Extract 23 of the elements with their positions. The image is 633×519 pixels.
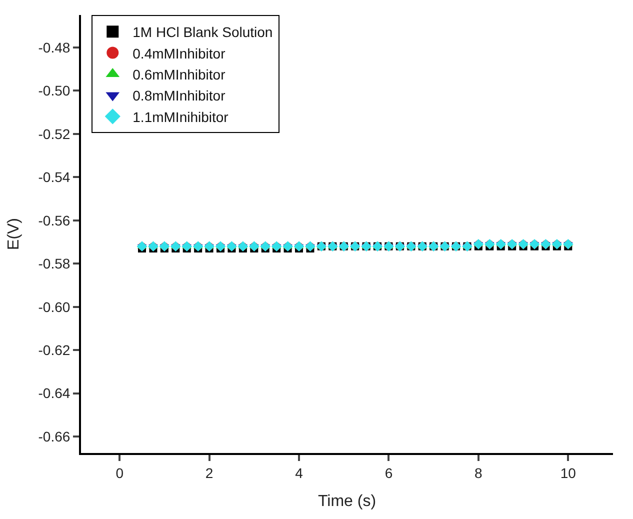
legend-label: 0.6mMInhibitor <box>132 66 226 82</box>
legend-label: 1M HCl Blank Solution <box>132 24 273 40</box>
x-axis-title: Time (s) <box>318 493 376 510</box>
x-tick-label: 2 <box>205 464 214 481</box>
x-tick-label: 10 <box>560 464 576 481</box>
x-tick-label: 8 <box>474 464 483 481</box>
x-tick-label: 0 <box>116 464 124 481</box>
y-tick-label: -0.52 <box>38 126 70 142</box>
y-tick-label: -0.66 <box>38 428 70 444</box>
y-tick-label: -0.56 <box>38 212 70 228</box>
legend-label: 1.1mMInihibitor <box>132 108 229 125</box>
y-tick-label: -0.50 <box>38 82 70 99</box>
legend-label: 0.8mMInhibitor <box>132 88 226 104</box>
y-axis-title: E(V) <box>6 218 23 250</box>
y-tick-label: -0.64 <box>38 385 70 402</box>
y-tick-label: -0.60 <box>38 298 70 315</box>
y-tick-label: -0.54 <box>38 169 70 186</box>
y-tick-label: -0.48 <box>38 39 70 56</box>
y-tick-label: -0.58 <box>38 256 70 272</box>
x-tick-label: 4 <box>295 464 304 481</box>
x-tick-label: 6 <box>384 464 393 481</box>
y-tick-label: -0.62 <box>38 342 70 358</box>
legend-label: 0.4mMInhibitor <box>132 45 226 62</box>
